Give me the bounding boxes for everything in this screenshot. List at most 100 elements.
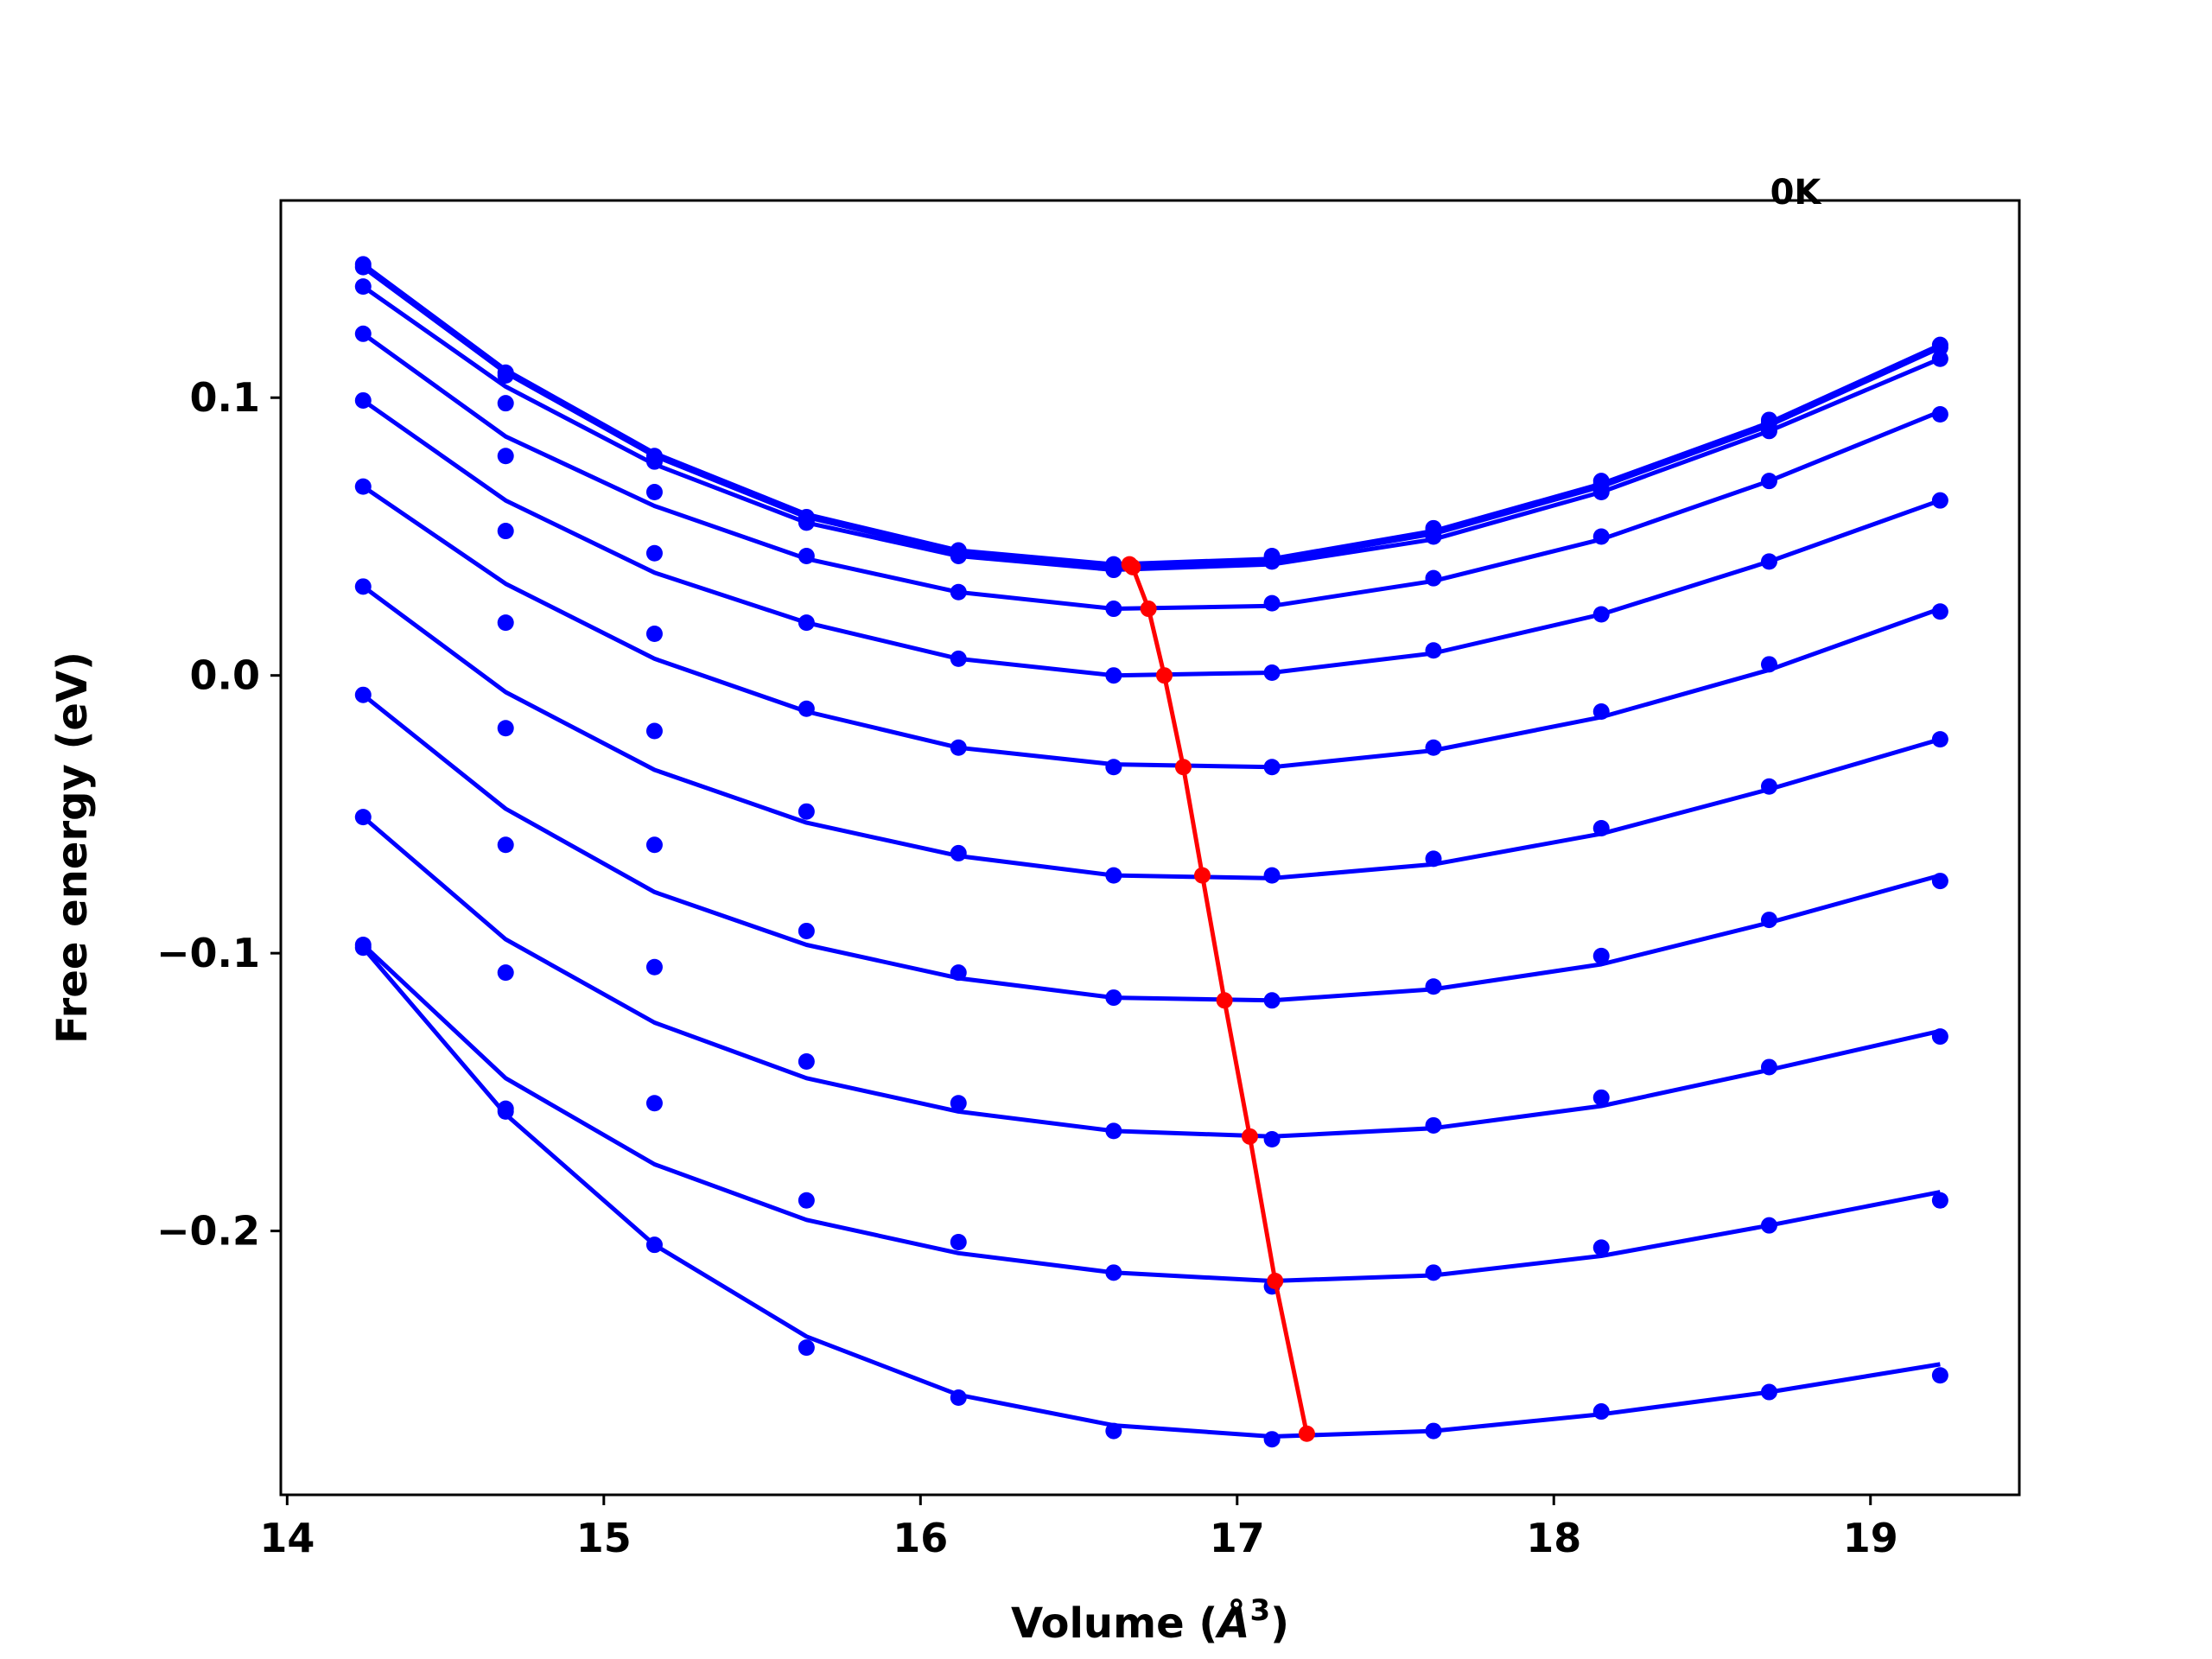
minimum-point — [1241, 1128, 1258, 1145]
data-point — [497, 367, 514, 385]
data-point — [798, 1053, 815, 1071]
data-point — [1425, 642, 1442, 659]
data-point — [1592, 702, 1610, 720]
data-point — [1105, 989, 1122, 1007]
data-point — [1760, 778, 1777, 795]
data-point — [1425, 978, 1442, 995]
data-point — [1592, 484, 1610, 501]
fit-curve-2 — [361, 265, 1942, 569]
fit-curve-11 — [361, 946, 1941, 1439]
data-point — [354, 325, 372, 342]
data-point — [497, 614, 514, 632]
data-point — [1105, 601, 1122, 618]
x-tick-label: 18 — [1526, 1515, 1581, 1561]
data-point — [798, 547, 815, 564]
data-point — [1105, 867, 1122, 884]
data-point — [950, 964, 967, 982]
data-point — [1263, 992, 1281, 1009]
data-point — [1425, 1116, 1442, 1134]
data-point — [354, 939, 372, 957]
y-tick-label: 0.0 — [190, 652, 261, 699]
data-point — [1425, 739, 1442, 756]
data-point — [798, 803, 815, 820]
data-point — [497, 836, 514, 854]
x-axis-label: Volume (Å3) — [1011, 1593, 1289, 1648]
data-point — [354, 578, 372, 595]
minimum-point — [1140, 601, 1157, 618]
x-axis-label-main: Volume ( — [1011, 1599, 1217, 1648]
data-point — [645, 722, 663, 740]
data-point — [497, 964, 514, 982]
data-point — [1592, 1239, 1610, 1256]
minimum-point — [1174, 759, 1192, 776]
data-point — [497, 448, 514, 465]
data-point — [1105, 1422, 1122, 1440]
data-point — [1592, 1403, 1610, 1421]
data-point — [950, 1095, 967, 1112]
data-point — [1105, 667, 1122, 684]
fit-curve-10 — [361, 943, 1941, 1283]
data-point — [1105, 562, 1122, 579]
data-point — [645, 484, 663, 501]
data-point — [950, 739, 967, 756]
data-point — [354, 391, 372, 409]
data-point — [1263, 1431, 1281, 1448]
x-axis-label-superscript: 3 — [1249, 1593, 1270, 1628]
data-point — [645, 1236, 663, 1254]
data-point — [950, 1233, 967, 1250]
x-tick-label: 17 — [1210, 1515, 1265, 1561]
data-point — [354, 686, 372, 703]
minimum-point — [1193, 867, 1211, 884]
minimum-point — [1267, 1272, 1284, 1289]
data-point — [1931, 731, 1948, 748]
data-point — [1592, 819, 1610, 836]
data-point — [497, 395, 514, 412]
data-point — [1425, 569, 1442, 587]
data-point — [1931, 1192, 1948, 1209]
data-point — [1760, 1217, 1777, 1234]
data-point — [354, 258, 372, 276]
data-point — [1931, 350, 1948, 367]
data-point — [497, 720, 514, 737]
data-point — [1931, 406, 1948, 423]
data-point — [1760, 912, 1777, 929]
data-point — [1263, 759, 1281, 776]
data-point — [798, 922, 815, 939]
data-point — [1263, 594, 1281, 612]
data-point — [1760, 553, 1777, 570]
data-point — [354, 278, 372, 296]
minimum-point — [1298, 1425, 1315, 1442]
data-point — [1760, 1383, 1777, 1401]
data-point — [645, 836, 663, 854]
fit-curve-1 — [361, 262, 1942, 567]
data-point — [1592, 947, 1610, 964]
data-point — [1931, 873, 1948, 890]
ticks: 14 15 16 17 18 19 −0.2 −0.1 0.0 0.1 — [156, 374, 1898, 1561]
data-point — [1105, 1264, 1122, 1281]
data-point — [1105, 1122, 1122, 1140]
minimum-point — [1155, 667, 1173, 684]
data-point — [1760, 423, 1777, 440]
data-point — [950, 1389, 967, 1406]
data-point — [1263, 1131, 1281, 1148]
data-point — [354, 478, 372, 495]
data-point — [798, 1339, 815, 1357]
data-point — [798, 1192, 815, 1209]
axes-frame — [279, 199, 2021, 1497]
minimum-point — [1124, 558, 1141, 575]
data-point — [1263, 664, 1281, 681]
minima-line — [1128, 563, 1309, 1434]
data-point — [1760, 656, 1777, 673]
data-point — [1263, 553, 1281, 570]
y-tick-label: −0.2 — [156, 1208, 260, 1255]
annotation-0k: 0K — [1770, 173, 1823, 213]
y-tick-label: −0.1 — [156, 930, 260, 976]
data-point — [645, 958, 663, 976]
plot-area — [354, 256, 1948, 1448]
data-point — [798, 514, 815, 531]
minimum-point — [1216, 992, 1233, 1009]
data-point — [950, 650, 967, 667]
fit-curve-5 — [361, 398, 1942, 678]
data-point — [798, 700, 815, 717]
